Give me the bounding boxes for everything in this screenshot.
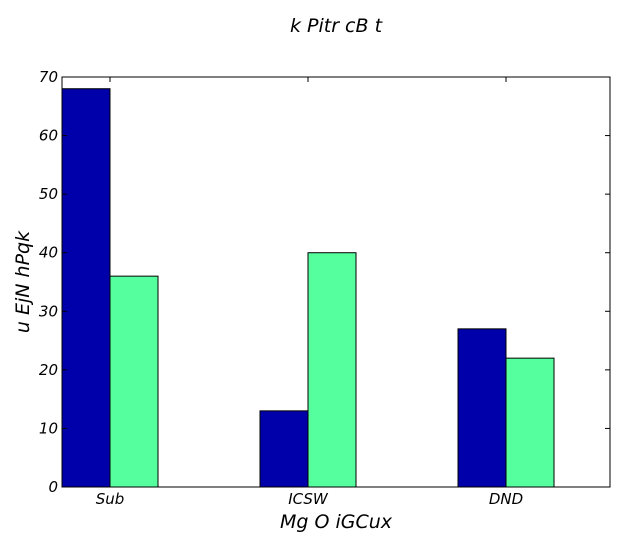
y-axis-label: u EjN hPqk xyxy=(12,230,34,333)
y-tick-label: 30 xyxy=(39,302,58,320)
bar-dnd-series-1 xyxy=(457,328,507,488)
bars-group xyxy=(61,88,555,488)
y-tick-label: 60 xyxy=(39,127,58,145)
y-tick-label: 50 xyxy=(39,185,58,203)
bar-dnd-series-2 xyxy=(505,357,555,488)
y-tick-label: 40 xyxy=(39,244,58,262)
y-tick-label: 20 xyxy=(39,361,58,379)
ticks-group: Sub ICSW DND 0 10 20 30 40 50 60 70 xyxy=(39,68,610,508)
bar-icsw-series-1 xyxy=(259,410,309,488)
bar-sub-series-2 xyxy=(109,275,159,488)
x-tick-label: Sub xyxy=(96,490,125,508)
bar-icsw-series-2 xyxy=(307,252,357,488)
y-tick-label: 70 xyxy=(39,68,58,86)
x-tick-label: ICSW xyxy=(288,490,329,508)
x-axis-label: Mg O iGCux xyxy=(280,511,393,533)
y-tick-label: 10 xyxy=(39,419,58,437)
bar-sub-series-1 xyxy=(61,88,111,488)
chart-title: k Pitr cB t xyxy=(290,15,384,37)
plot-frame xyxy=(61,76,611,488)
x-tick-label: DND xyxy=(489,490,523,508)
y-tick-label: 0 xyxy=(48,478,58,496)
